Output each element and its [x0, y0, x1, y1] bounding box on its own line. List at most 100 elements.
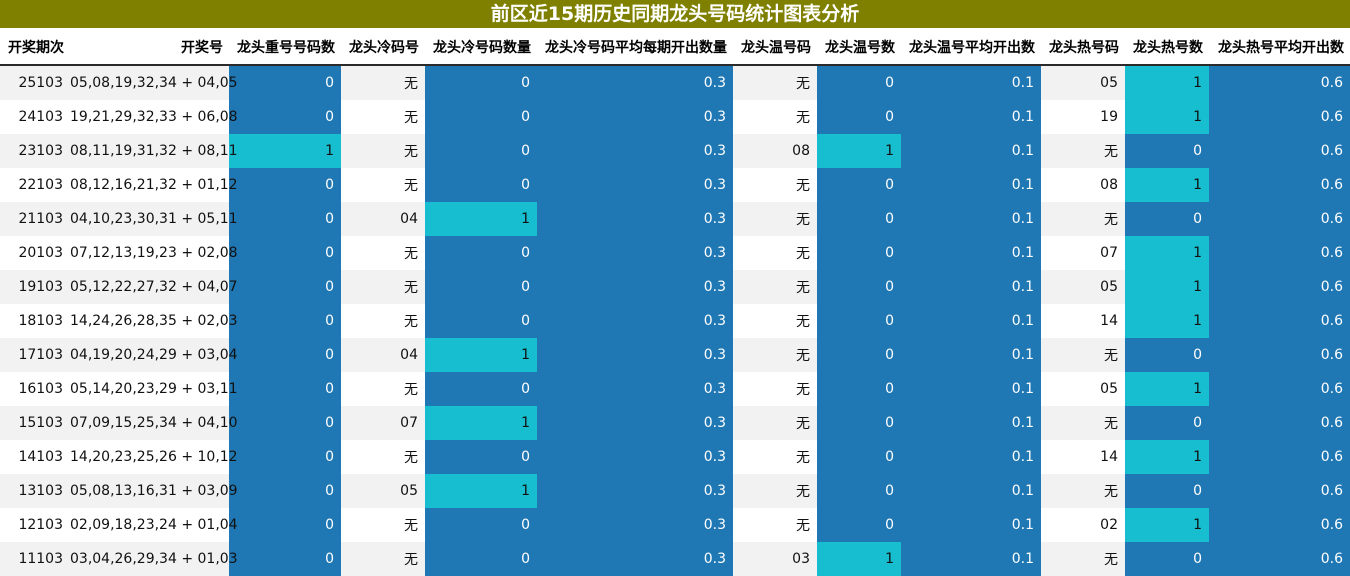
- header-row: 开奖期次 开奖号 龙头重号号码数 龙头冷码号 龙头冷号码数量 龙头冷号码平均每期…: [0, 29, 1350, 66]
- header-numbers: 开奖号: [70, 29, 229, 66]
- cell-cold-count: 0: [425, 168, 537, 202]
- cell-warm-number: 08: [733, 134, 817, 168]
- cell-warm-average: 0.1: [901, 338, 1041, 372]
- cell-hot-count: 0: [1125, 338, 1209, 372]
- cell-repeat-count: 0: [229, 100, 341, 134]
- table-row: 11103 03,04,26,29,34 + 01,03 0 无 0 0.3 03 1 0.1 无…: [0, 542, 1350, 576]
- cell-hot-number: 05: [1041, 270, 1125, 304]
- table-row: 23103 08,11,19,31,32 + 08,11 1 无 0 0.3 08 1 0.1 无…: [0, 134, 1350, 168]
- cell-hot-number: 无: [1041, 406, 1125, 440]
- cell-cold-count: 0: [425, 542, 537, 576]
- cell-period: 11103: [0, 542, 70, 576]
- cell-hot-count: 1: [1125, 65, 1209, 100]
- cell-hot-number: 19: [1041, 100, 1125, 134]
- cell-warm-average: 0.1: [901, 168, 1041, 202]
- header-warm-count: 龙头温号数: [817, 29, 901, 66]
- cell-numbers: 05,08,19,32,34 + 04,05: [70, 65, 238, 100]
- cell-warm-number: 无: [733, 372, 817, 406]
- header-cold-average: 龙头冷号码平均每期开出数量: [537, 29, 733, 66]
- cell-warm-number: 无: [733, 100, 817, 134]
- cell-period: 15103: [0, 406, 70, 440]
- cell-cold-count: 0: [425, 440, 537, 474]
- cell-warm-average: 0.1: [901, 270, 1041, 304]
- cell-hot-number: 07: [1041, 236, 1125, 270]
- cell-warm-count: 0: [817, 236, 901, 270]
- header-cold-number: 龙头冷码号: [341, 29, 425, 66]
- cell-warm-average: 0.1: [901, 100, 1041, 134]
- cell-hot-number: 05: [1041, 372, 1125, 406]
- header-warm-average: 龙头温号平均开出数: [901, 29, 1041, 66]
- cell-numbers: 05,14,20,23,29 + 03,11: [70, 372, 238, 406]
- cell-warm-number: 无: [733, 202, 817, 236]
- cell-cold-average: 0.3: [537, 65, 733, 100]
- cell-repeat-count: 0: [229, 168, 341, 202]
- cell-hot-average: 0.6: [1209, 304, 1350, 338]
- cell-repeat-count: 0: [229, 440, 341, 474]
- cell-repeat-count: 0: [229, 202, 341, 236]
- cell-period: 22103: [0, 168, 70, 202]
- cell-numbers: 07,09,15,25,34 + 04,10: [70, 406, 238, 440]
- cell-period: 25103: [0, 65, 70, 100]
- cell-period: 18103: [0, 304, 70, 338]
- cell-repeat-count: 0: [229, 542, 341, 576]
- cell-numbers: 02,09,18,23,24 + 01,04: [70, 508, 238, 542]
- cell-warm-number: 无: [733, 236, 817, 270]
- cell-cold-count: 0: [425, 100, 537, 134]
- header-hot-number: 龙头热号码: [1041, 29, 1125, 66]
- cell-cold-average: 0.3: [537, 270, 733, 304]
- cell-cold-average: 0.3: [537, 168, 733, 202]
- cell-warm-number: 无: [733, 440, 817, 474]
- table-header: 开奖期次 开奖号 龙头重号号码数 龙头冷码号 龙头冷号码数量 龙头冷号码平均每期…: [0, 29, 1350, 66]
- cell-cold-average: 0.3: [537, 474, 733, 508]
- cell-warm-number: 无: [733, 304, 817, 338]
- cell-warm-average: 0.1: [901, 440, 1041, 474]
- cell-period: 19103: [0, 270, 70, 304]
- cell-hot-count: 1: [1125, 440, 1209, 474]
- cell-hot-average: 0.6: [1209, 270, 1350, 304]
- cell-repeat-count: 0: [229, 304, 341, 338]
- cell-numbers: 05,08,13,16,31 + 03,09: [70, 474, 238, 508]
- cell-hot-count: 1: [1125, 270, 1209, 304]
- cell-hot-average: 0.6: [1209, 236, 1350, 270]
- cell-hot-number: 14: [1041, 440, 1125, 474]
- cell-cold-count: 1: [425, 202, 537, 236]
- cell-numbers: 04,10,23,30,31 + 05,11: [70, 202, 238, 236]
- cell-hot-number: 无: [1041, 134, 1125, 168]
- cell-numbers: 07,12,13,19,23 + 02,08: [70, 236, 238, 270]
- cell-period: 24103: [0, 100, 70, 134]
- cell-numbers: 14,24,26,28,35 + 02,03: [70, 304, 238, 338]
- table-row: 18103 14,24,26,28,35 + 02,03 0 无 0 0.3 无 0 0.1 14…: [0, 304, 1350, 338]
- cell-warm-count: 0: [817, 100, 901, 134]
- cell-hot-count: 0: [1125, 474, 1209, 508]
- cell-cold-average: 0.3: [537, 440, 733, 474]
- cell-cold-number: 无: [341, 508, 425, 542]
- header-hot-count: 龙头热号数: [1125, 29, 1209, 66]
- cell-warm-count: 0: [817, 304, 901, 338]
- table-row: 25103 05,08,19,32,34 + 04,05 0 无 0 0.3 无 0 0.1 05…: [0, 65, 1350, 100]
- cell-cold-number: 无: [341, 134, 425, 168]
- cell-warm-count: 0: [817, 168, 901, 202]
- cell-period: 12103: [0, 508, 70, 542]
- cell-hot-number: 02: [1041, 508, 1125, 542]
- table-row: 15103 07,09,15,25,34 + 04,10 0 07 1 0.3 无 0 0.1 无…: [0, 406, 1350, 440]
- cell-hot-average: 0.6: [1209, 168, 1350, 202]
- cell-hot-number: 14: [1041, 304, 1125, 338]
- table-body: 25103 05,08,19,32,34 + 04,05 0 无 0 0.3 无 0 0.1 05…: [0, 65, 1350, 576]
- table-row: 19103 05,12,22,27,32 + 04,07 0 无 0 0.3 无 0 0.1 05…: [0, 270, 1350, 304]
- cell-numbers: 05,12,22,27,32 + 04,07: [70, 270, 238, 304]
- cell-hot-number: 无: [1041, 474, 1125, 508]
- table-row: 24103 19,21,29,32,33 + 06,08 0 无 0 0.3 无 0 0.1 19…: [0, 100, 1350, 134]
- cell-hot-average: 0.6: [1209, 65, 1350, 100]
- cell-hot-count: 1: [1125, 372, 1209, 406]
- cell-cold-average: 0.3: [537, 202, 733, 236]
- cell-warm-average: 0.1: [901, 542, 1041, 576]
- cell-period: 20103: [0, 236, 70, 270]
- cell-cold-average: 0.3: [537, 338, 733, 372]
- cell-cold-average: 0.3: [537, 542, 733, 576]
- cell-repeat-count: 0: [229, 236, 341, 270]
- cell-warm-count: 0: [817, 65, 901, 100]
- cell-cold-count: 0: [425, 304, 537, 338]
- cell-warm-count: 0: [817, 440, 901, 474]
- table-row: 12103 02,09,18,23,24 + 01,04 0 无 0 0.3 无 0 0.1 02…: [0, 508, 1350, 542]
